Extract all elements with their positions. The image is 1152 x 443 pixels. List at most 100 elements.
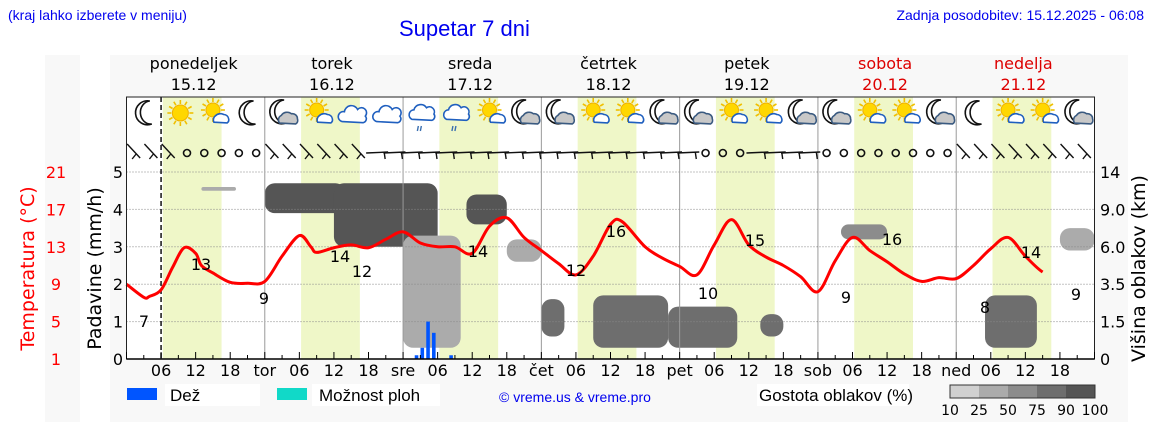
sun-ray [724,99,729,104]
moon-icon [964,99,982,126]
sun-ray [616,113,622,117]
temperature-value-label: 10 [698,284,718,303]
sun-ray [755,103,760,107]
weather-icon-sun-cloud [477,98,507,124]
sun-ray [173,101,177,106]
x-hour-label: 12 [185,361,205,380]
x-hour-label: 18 [635,361,655,380]
sun-icon [1035,102,1051,118]
sun-ray [897,99,902,104]
day-name-6: nedelja [994,54,1053,73]
calm-wind-icon [925,148,935,158]
sun-ray [769,99,773,104]
cloud-height-tick-label: 1.5 [1100,313,1125,332]
sun-ray [1001,116,1005,121]
wind-barb-icon [990,143,1005,159]
density-tick-label: 10 [941,403,959,419]
sun-icon [309,102,325,118]
sun-ray [582,103,587,107]
x-hour-label: 12 [739,361,759,380]
copyright-link[interactable]: © vreme.us & vreme.pro [499,389,651,405]
cloud-height-tick-label: 3.5 [1100,275,1125,294]
sun-ray [720,103,725,107]
density-swatch [1008,385,1037,398]
temperature-value-label: 12 [566,261,586,280]
density-tick-label: 25 [970,403,988,419]
precip-tick-label: 2 [113,275,123,294]
weather-icon-sun-cloud [857,98,887,124]
calm-wind-icon [199,148,209,158]
wind-barb-icon [316,143,331,159]
legend-density-label-bg [757,384,909,406]
day-date-6: 21.12 [1000,75,1046,94]
sun-ray [323,103,328,107]
legend-density-label: Gostota oblakov (%) [759,386,913,405]
cloud-height-tick-label: 14 [1100,163,1120,182]
wind-barb-icon [356,153,362,160]
cloud-icon [1072,111,1094,125]
weather-icon-moon-cloud [269,98,299,125]
calm-wind-icon [822,148,831,158]
weather-icon-cloud [337,104,368,124]
legend: Dež Možnost ploh © vreme.us & vreme.pro Gos… [127,384,1108,419]
wind-barb-icon [131,153,137,160]
legend-rain-label-bg [165,384,260,406]
day-name-4: petek [724,54,770,73]
sun-ray [893,113,898,117]
wind-barb-icon [973,143,988,159]
cloud-icon [830,111,852,125]
sun-ray [858,113,864,117]
sun-ray [621,99,625,104]
wind-barb-icon [166,153,172,160]
x-hour-label: 18 [497,361,517,380]
weather-icon-moon-cloud [545,98,576,125]
cloud-patch [760,314,784,337]
x-hour-label: 18 [1050,361,1070,380]
sun-ray [863,116,867,121]
wind-barb-icon [961,153,967,160]
wind-barb-icon [339,153,345,160]
wind-barb-icon [304,153,310,160]
x-hour-label: 12 [1015,361,1035,380]
density-swatch [1037,385,1066,398]
wind-barb-icon [978,153,984,160]
density-tick-label: 90 [1057,403,1075,419]
day-date-3: 18.12 [586,75,632,94]
cloud-icon [627,112,645,124]
moon-icon [238,99,256,126]
x-hour-label: 06 [151,361,171,380]
temp-tick-label: 5 [51,313,61,332]
sun-ray [1014,103,1019,107]
temperature-value-label: 14 [1021,243,1041,262]
weather-icon-sun-cloud [892,98,921,124]
sun-ray [586,116,590,121]
day-date-4: 19.12 [724,75,770,94]
sun-ray [873,99,877,104]
weather-icon-moon-cloud [649,98,679,125]
rain-bar [426,321,430,359]
density-scale-frame [949,384,1096,399]
sun-ray [734,99,739,104]
cloud-icon [337,104,368,124]
wind-barb-icon [126,143,141,159]
wind-barb-icon [1065,153,1071,160]
cloud-patch [1059,228,1095,251]
sun-ray [720,113,725,117]
x-hour-label: 06 [566,361,586,380]
sun-icon [758,102,774,118]
temperature-value-label: 9 [259,289,269,308]
location-menu-hint[interactable]: (kraj lahko izberete v meniju) [8,7,187,23]
calm-wind-icon [234,148,244,158]
weather-icon-cloud-rain [442,103,471,132]
legend-storm-label-bg [312,384,440,406]
sun-ray [216,99,220,104]
rain-drop-icon [454,125,457,132]
cloud-icon [554,111,576,125]
weather-icon-sun-cloud [719,98,749,124]
sun-icon [482,102,497,118]
x-hour-label: 18 [773,361,793,380]
sun-ray [772,103,777,107]
rain-bars [414,321,453,359]
day-date-0: 15.12 [171,75,217,94]
